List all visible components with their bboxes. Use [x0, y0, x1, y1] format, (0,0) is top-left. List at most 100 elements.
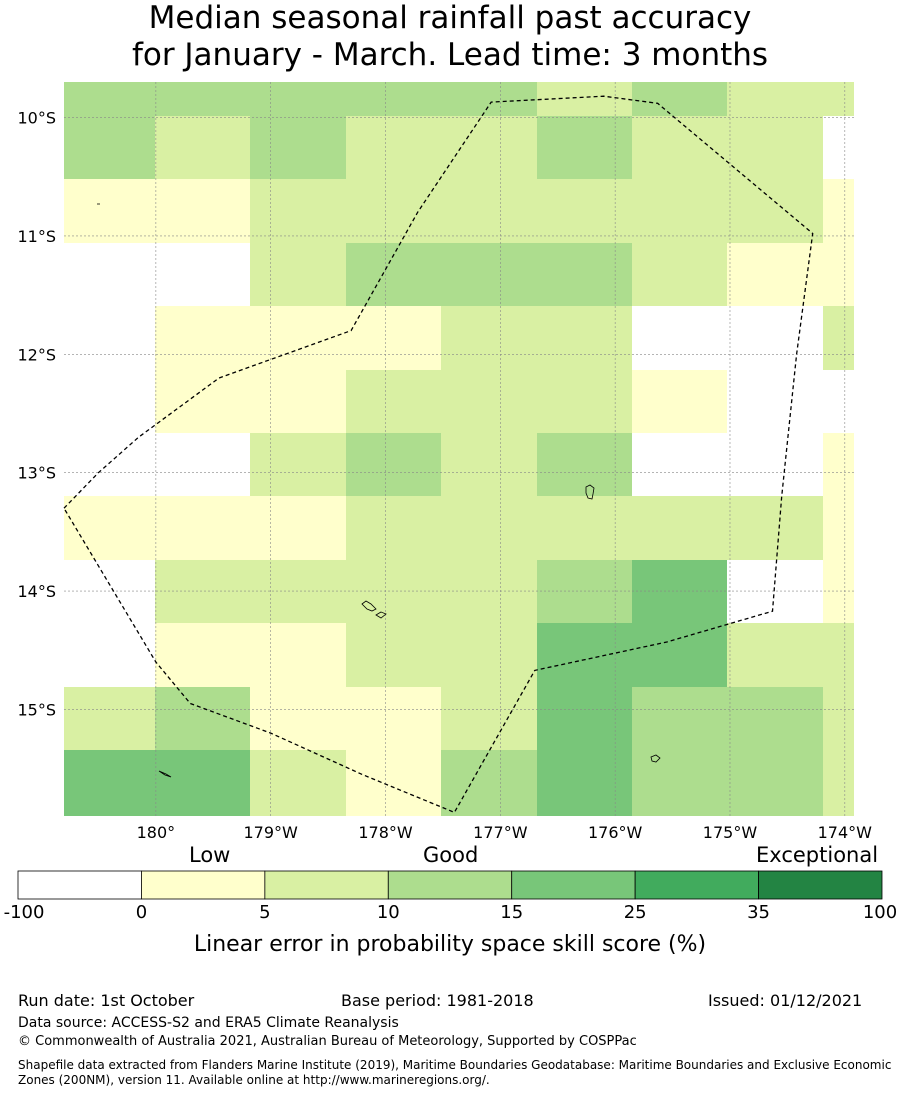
- grid-cell: [632, 243, 727, 306]
- grid-cell: [632, 370, 727, 433]
- grid-cell: [346, 179, 441, 243]
- grid-cell: [346, 433, 441, 496]
- grid-cell: [155, 243, 250, 306]
- grid-cell: [441, 496, 537, 560]
- lat-label: 14°S: [17, 582, 56, 601]
- grid-cell: [537, 243, 632, 306]
- grid-cell: [64, 306, 155, 370]
- grid-cell: [346, 82, 441, 116]
- grid-cell: [155, 623, 250, 687]
- colorbar-word-exceptional: Exceptional: [756, 843, 879, 867]
- colorbar: [17, 870, 883, 900]
- grid-cell: [632, 750, 727, 816]
- grid-cell: [537, 496, 632, 560]
- grid-cell: [727, 623, 823, 687]
- grid-cell: [250, 687, 346, 750]
- grid-cell: [155, 496, 250, 560]
- grid-cell: [250, 433, 346, 496]
- grid-cell: [250, 560, 346, 623]
- issued-date: Issued: 01/12/2021: [708, 991, 863, 1010]
- grid-cell: [441, 623, 537, 687]
- grid-cell: [346, 370, 441, 433]
- grid-cell: [823, 560, 854, 623]
- copyright: © Commonwealth of Australia 2021, Austra…: [18, 1034, 637, 1049]
- grid-cell: [441, 560, 537, 623]
- grid-cell: [346, 687, 441, 750]
- lon-label: 177°W: [473, 823, 528, 842]
- lon-label: 176°W: [588, 823, 643, 842]
- lat-label: 12°S: [17, 345, 56, 364]
- colorbar-segment: [634, 870, 759, 900]
- grid-cell: [155, 687, 250, 750]
- lat-label: 15°S: [17, 700, 56, 719]
- colorbar-tick-label: -100: [3, 902, 45, 923]
- grid-cell: [250, 750, 346, 816]
- colorbar-segment: [511, 870, 636, 900]
- run-date: Run date: 1st October: [18, 991, 195, 1010]
- grid-cell: [250, 243, 346, 306]
- grid-cell: [823, 116, 854, 179]
- grid-cell: [823, 687, 854, 750]
- grid-cell: [537, 560, 632, 623]
- base-period: Base period: 1981-2018: [341, 991, 534, 1010]
- grid-cell: [537, 82, 632, 116]
- skill-grid: [64, 82, 854, 816]
- title-line-1: Median seasonal rainfall past accuracy: [148, 0, 752, 36]
- grid-cell: [632, 496, 727, 560]
- lon-label: 178°W: [358, 823, 413, 842]
- grid-cell: [537, 433, 632, 496]
- grid-cell: [537, 370, 632, 433]
- grid-cell: [346, 750, 441, 816]
- grid-cell: [632, 623, 727, 687]
- grid-cell: [727, 82, 823, 116]
- grid-cell: [537, 179, 632, 243]
- grid-cell: [250, 82, 346, 116]
- shapefile-credit-line-2: Zones (200NM), version 11. Available onl…: [18, 1073, 490, 1087]
- lat-label: 10°S: [17, 109, 56, 128]
- grid-cell: [64, 243, 155, 306]
- grid-cell: [64, 82, 155, 116]
- grid-cell: [537, 687, 632, 750]
- longitude-labels: 180° 179°W 178°W 177°W 176°W 175°W 174°W: [137, 823, 873, 842]
- island-shape: [361, 600, 377, 612]
- grid-cell: [441, 306, 537, 370]
- grid-cell: [250, 623, 346, 687]
- grid-cell: [823, 179, 854, 243]
- grid-cell: [155, 306, 250, 370]
- grid-cell: [823, 370, 854, 433]
- grid-cell: [727, 306, 823, 370]
- lon-label: 179°W: [244, 823, 299, 842]
- grid-cell: [632, 687, 727, 750]
- colorbar-word-low: Low: [189, 843, 231, 867]
- grid-cell: [64, 433, 155, 496]
- grid-cell: [727, 750, 823, 816]
- grid-cell: [64, 623, 155, 687]
- grid-cell: [823, 750, 854, 816]
- colorbar-label: Linear error in probability space skill …: [193, 932, 707, 957]
- grid-cell: [64, 370, 155, 433]
- grid-cell: [632, 179, 727, 243]
- grid-cell: [346, 306, 441, 370]
- grid-cell: [727, 496, 823, 560]
- grid-cell: [64, 116, 155, 179]
- grid-cell: [441, 116, 537, 179]
- island-shape: [158, 770, 172, 778]
- lon-label: 180°: [137, 823, 176, 842]
- grid-cell: [537, 306, 632, 370]
- colorbar-segment: [264, 870, 389, 900]
- grid-cell: [441, 370, 537, 433]
- grid-cell: [727, 433, 823, 496]
- grid-cell: [727, 370, 823, 433]
- colorbar-segment: [758, 870, 883, 900]
- island-outlines: [97, 203, 661, 778]
- grid-cell: [250, 306, 346, 370]
- grid-cell: [632, 116, 727, 179]
- colorbar-tick-label: 25: [623, 902, 647, 923]
- grid-cell: [632, 433, 727, 496]
- eez-boundary: [63, 95, 814, 814]
- island-shape: [375, 611, 387, 619]
- grid-cell: [346, 623, 441, 687]
- lat-label: 13°S: [17, 464, 56, 483]
- grid-cell: [155, 560, 250, 623]
- grid-cell: [64, 687, 155, 750]
